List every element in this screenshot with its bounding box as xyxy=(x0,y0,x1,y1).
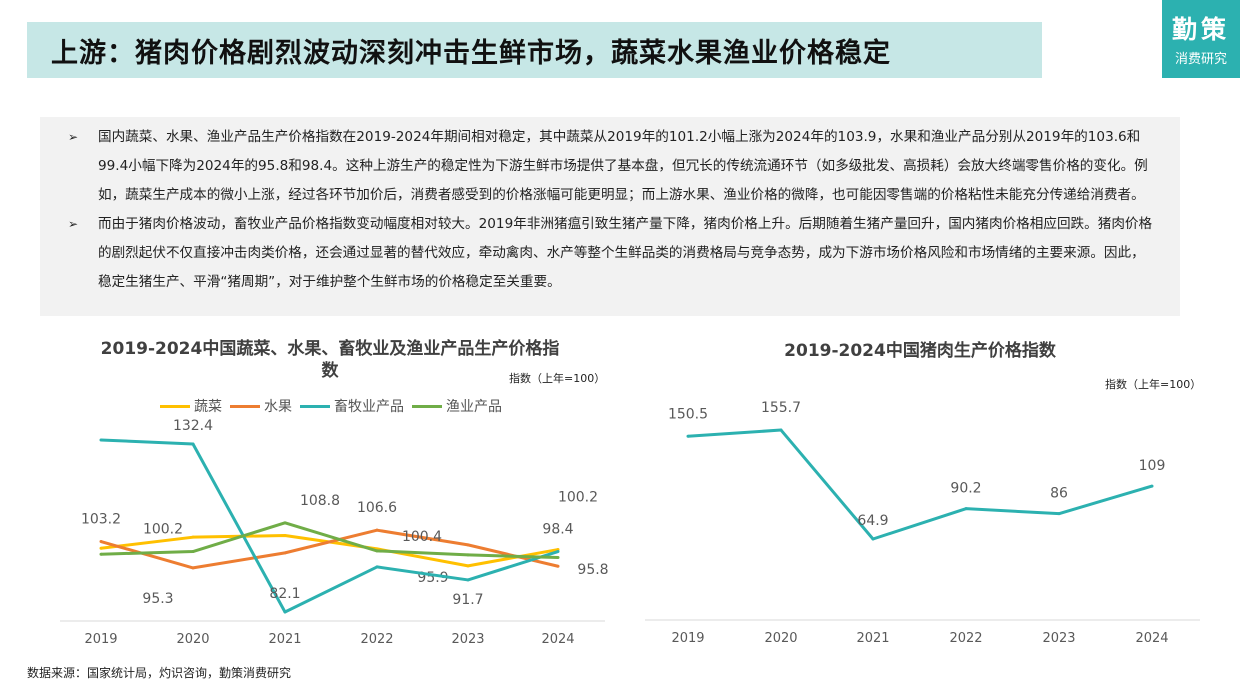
x-tick-label: 2023 xyxy=(1042,631,1075,646)
data-point xyxy=(686,434,690,438)
data-point xyxy=(375,549,379,553)
data-point xyxy=(871,537,875,541)
chart1-unit: 指数（上年=100） xyxy=(509,372,606,385)
data-point xyxy=(283,610,287,614)
logo-line1: 勤策 xyxy=(1171,15,1230,44)
chart2-unit: 指数（上年=100） xyxy=(1105,378,1202,391)
data-point xyxy=(375,565,379,569)
x-tick-label: 2020 xyxy=(176,632,209,647)
data-point xyxy=(556,564,560,568)
data-label: 109 xyxy=(1139,458,1166,474)
data-label: 106.6 xyxy=(357,500,397,516)
legend-item: 渔业产品 xyxy=(412,396,502,416)
data-point xyxy=(466,578,470,582)
data-label: 95.3 xyxy=(142,591,173,607)
data-label: 132.4 xyxy=(173,418,213,434)
chart1-legend: 蔬菜 水果 畜牧业产品 渔业产品 xyxy=(160,396,502,416)
source-note: 数据来源：国家统计局，灼识咨询，勤策消费研究 xyxy=(27,666,292,680)
legend-swatch xyxy=(230,404,260,408)
data-point xyxy=(1057,512,1061,516)
data-point xyxy=(466,564,470,568)
data-point xyxy=(99,438,103,442)
data-label: 64.9 xyxy=(857,513,888,529)
data-point xyxy=(191,566,195,570)
data-label: 82.1 xyxy=(269,586,300,602)
data-point xyxy=(1150,484,1154,488)
x-tick-label: 2019 xyxy=(84,632,117,647)
data-point xyxy=(99,546,103,550)
x-tick-label: 2024 xyxy=(1135,631,1168,646)
x-tick-label: 2023 xyxy=(451,632,484,647)
paragraph: ➢ 而由于猪肉价格波动，畜牧业产品价格指数变动幅度相对较大。2019年非洲猪瘟引致… xyxy=(68,210,1158,297)
chart1-title: 2019-2024中国蔬菜、水果、畜牧业及渔业产品生产价格指数 xyxy=(100,339,560,381)
data-point xyxy=(964,507,968,511)
data-point xyxy=(99,540,103,544)
data-point xyxy=(283,551,287,555)
data-label: 86 xyxy=(1050,486,1068,502)
chart2-title: 2019-2024中国猪肉生产价格指数 xyxy=(784,341,1056,361)
logo-line2: 消费研究 xyxy=(1174,52,1227,67)
data-label: 95.8 xyxy=(577,562,608,578)
x-tick-label: 2022 xyxy=(360,632,393,647)
legend-swatch xyxy=(412,404,442,408)
legend-item: 水果 xyxy=(230,396,292,416)
data-point xyxy=(466,553,470,557)
data-point xyxy=(191,550,195,554)
paragraph: ➢ 国内蔬菜、水果、渔业产品生产价格指数在2019-2024年期间相对稳定，其中蔬… xyxy=(68,123,1158,210)
arrowhead-bullet-icon: ➢ xyxy=(68,217,79,231)
series-line-畜牧业产品 xyxy=(100,438,559,614)
x-tick-label: 2024 xyxy=(541,632,574,647)
data-point xyxy=(375,528,379,532)
legend-swatch xyxy=(300,404,330,408)
data-label: 150.5 xyxy=(668,406,708,422)
data-point xyxy=(556,550,560,554)
data-label: 103.2 xyxy=(81,512,121,528)
data-point xyxy=(779,428,783,432)
legend-swatch xyxy=(160,404,190,408)
series-line-渔业产品 xyxy=(100,521,559,560)
data-label: 100.2 xyxy=(558,490,598,506)
data-point xyxy=(466,543,470,547)
series-line-水果 xyxy=(100,528,559,570)
data-point xyxy=(191,535,195,539)
arrowhead-bullet-icon: ➢ xyxy=(68,130,79,144)
legend-item: 蔬菜 xyxy=(160,396,222,416)
data-point xyxy=(556,556,560,560)
page-title: 上游：猪肉价格剧烈波动深刻冲击生鲜市场，蔬菜水果渔业价格稳定 xyxy=(51,38,891,69)
title-bar: 上游：猪肉价格剧烈波动深刻冲击生鲜市场，蔬菜水果渔业价格稳定 xyxy=(27,22,1042,78)
x-tick-label: 2019 xyxy=(671,631,704,646)
x-tick-label: 2021 xyxy=(856,631,889,646)
data-label: 100.2 xyxy=(143,522,183,538)
data-label: 100.4 xyxy=(402,529,442,545)
data-point xyxy=(99,552,103,556)
data-label: 155.7 xyxy=(761,400,801,416)
logo: 勤策 消费研究 xyxy=(1162,0,1240,78)
data-label: 90.2 xyxy=(950,481,981,497)
data-point xyxy=(191,442,195,446)
series-line-pork xyxy=(687,428,1153,541)
data-label: 98.4 xyxy=(542,522,573,538)
data-point xyxy=(283,534,287,538)
data-label: 91.7 xyxy=(452,592,483,608)
data-point xyxy=(283,521,287,525)
x-tick-label: 2021 xyxy=(268,632,301,647)
legend-item: 畜牧业产品 xyxy=(300,396,404,416)
data-label: 108.8 xyxy=(300,493,340,509)
x-tick-label: 2020 xyxy=(764,631,797,646)
x-tick-label: 2022 xyxy=(949,631,982,646)
summary-box: ➢ 国内蔬菜、水果、渔业产品生产价格指数在2019-2024年期间相对稳定，其中蔬… xyxy=(40,117,1180,316)
